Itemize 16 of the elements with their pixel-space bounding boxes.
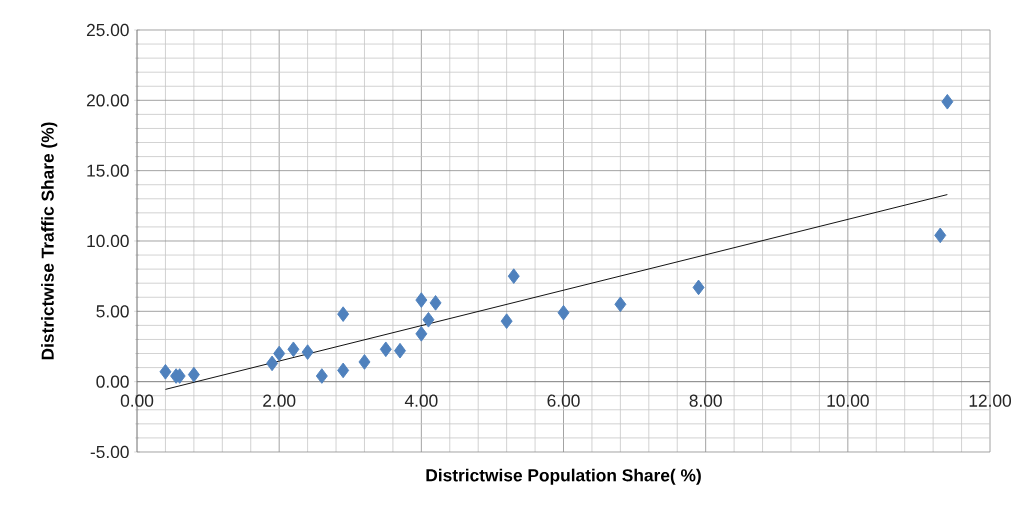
y-tick-label: 0.00 xyxy=(96,375,129,388)
y-tick-label: 15.00 xyxy=(87,164,129,177)
y-tick-label: 5.00 xyxy=(96,305,129,318)
y-axis-title: Districtwise Traffic Share (%) xyxy=(41,122,58,360)
x-tick-label: 6.00 xyxy=(547,394,580,407)
x-tick-label: 0.00 xyxy=(120,394,154,407)
x-axis-title: Districtwise Population Share( %) xyxy=(426,468,701,485)
x-tick-label: 12.00 xyxy=(969,394,1012,407)
y-tick-label: 10.00 xyxy=(87,234,129,248)
x-tick-label: 4.00 xyxy=(404,394,438,407)
y-tick-label: -5.00 xyxy=(90,445,129,459)
y-tick-label: 25.00 xyxy=(86,23,129,37)
y-tick-label: 20.00 xyxy=(86,94,129,107)
x-tick-label: 10.00 xyxy=(827,394,869,407)
x-tick-label: 8.00 xyxy=(689,394,722,407)
x-tick-label: 2.00 xyxy=(263,394,296,407)
